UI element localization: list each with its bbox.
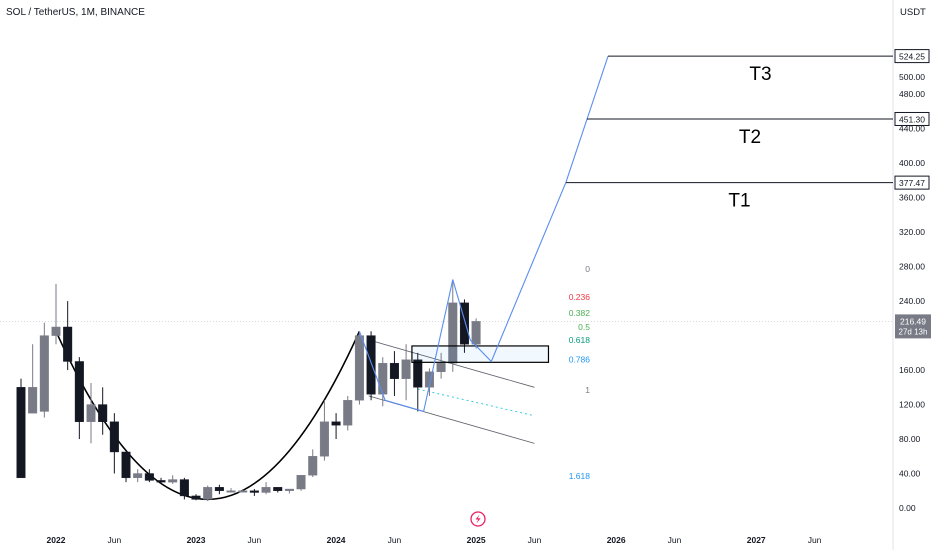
candle-down [331, 421, 341, 426]
target-price-value: 377.47 [899, 178, 925, 188]
candle-up [343, 400, 353, 426]
candle-up [319, 421, 329, 457]
x-tick-label: 2026 [607, 535, 626, 545]
projection-path [358, 56, 609, 413]
y-tick-label: 440.00 [899, 124, 925, 134]
y-tick-label: 480.00 [899, 89, 925, 99]
candle-up [51, 326, 61, 336]
candle-down [366, 335, 376, 395]
currency-label: USDT [900, 7, 926, 18]
candles-layer [16, 279, 481, 502]
fib-level-label: 0.618 [569, 335, 591, 345]
candle-down [191, 495, 201, 500]
candle-up [296, 475, 306, 490]
candle-down [156, 480, 166, 483]
overlay-layer: T3 T2 T1 0 0.236 0.382 0.5 0.618 0.786 1 1.618 [358, 55, 893, 481]
x-tick-label: Jun [388, 535, 402, 545]
candle-down [98, 404, 108, 422]
y-tick-label: 320.00 [899, 227, 925, 237]
y-tick-label: 40.00 [899, 469, 921, 479]
candle-down [63, 326, 73, 362]
candle-up [471, 321, 481, 345]
candle-up [436, 362, 446, 373]
candle-up [168, 479, 178, 483]
target-price-value: 524.25 [899, 52, 925, 62]
target-label-t3: T3 [749, 64, 771, 85]
y-tick-label: 120.00 [899, 400, 925, 410]
candle-up [401, 359, 411, 379]
fib-level-label: 0.382 [569, 308, 591, 318]
x-tick-label: Jun [107, 535, 121, 545]
candle-up [238, 490, 248, 493]
fib-level-label: 0.5 [578, 322, 590, 332]
target-price-value: 451.30 [899, 114, 925, 124]
candle-up [86, 404, 96, 422]
candle-up [308, 456, 318, 476]
current-price-value: 216.49 [900, 316, 926, 326]
candle-down [109, 421, 119, 453]
x-tick-label: Jun [248, 535, 262, 545]
current-price-tag [895, 314, 931, 339]
candle-up [226, 490, 236, 493]
candle-down [179, 479, 189, 497]
y-tick-label: 160.00 [899, 365, 925, 375]
candle-down [214, 487, 224, 491]
candle-down [249, 490, 259, 493]
candle-down [144, 473, 154, 481]
fib-level-label: 1 [585, 385, 590, 395]
candle-up [284, 488, 294, 491]
fib-level-label: 0 [585, 264, 590, 274]
y-tick-label: 240.00 [899, 296, 925, 306]
candle-down [74, 361, 84, 422]
y-tick-label: 500.00 [899, 72, 925, 82]
candle-up [28, 387, 38, 414]
fib-level-label: 0.786 [569, 355, 591, 365]
target-label-t2: T2 [739, 127, 761, 148]
candle-down [121, 451, 131, 479]
candle-down [413, 359, 423, 388]
x-tick-label: 2025 [467, 535, 486, 545]
y-tick-label: 0.00 [899, 503, 916, 513]
fib-level-label: 1.618 [569, 471, 591, 481]
x-tick-label: 2022 [47, 535, 66, 545]
current-price-countdown: 27d 13h [899, 327, 928, 336]
x-tick-label: Jun [528, 535, 542, 545]
x-tick-label: 2023 [187, 535, 206, 545]
target-price-tag [894, 49, 930, 64]
channel-line [368, 339, 535, 388]
bolt-icon [470, 511, 486, 527]
y-tick-label: 360.00 [899, 193, 925, 203]
candle-down [16, 387, 26, 479]
candle-down [459, 302, 469, 345]
candle-up [39, 335, 49, 412]
x-tick-label: Jun [668, 535, 682, 545]
x-tick-label: Jun [808, 535, 822, 545]
candle-up [203, 487, 213, 500]
candle-down [389, 362, 399, 379]
candle-up [448, 302, 458, 364]
x-tick-label: 2024 [327, 535, 346, 545]
candle-up [261, 487, 271, 493]
candle-up [354, 335, 364, 401]
y-tick-label: 400.00 [899, 158, 925, 168]
candle-up [133, 473, 143, 479]
target-price-tag [894, 111, 930, 126]
target-label-t1: T1 [728, 191, 750, 212]
candle-up [378, 362, 388, 395]
target-price-tag [894, 175, 930, 190]
candle-down [273, 487, 283, 491]
axes-layer: 0.00 40.00 80.00 120.00 160.00 240.00 280.00 32… [47, 49, 931, 545]
fib-level-label: 0.236 [569, 292, 591, 302]
y-tick-label: 280.00 [899, 262, 925, 272]
demand-zone-box [411, 345, 550, 363]
x-tick-label: 2027 [747, 535, 766, 545]
y-tick-label: 80.00 [899, 434, 921, 444]
symbol-label: SOL / TetherUS, 1M, BINANCE [6, 7, 145, 18]
